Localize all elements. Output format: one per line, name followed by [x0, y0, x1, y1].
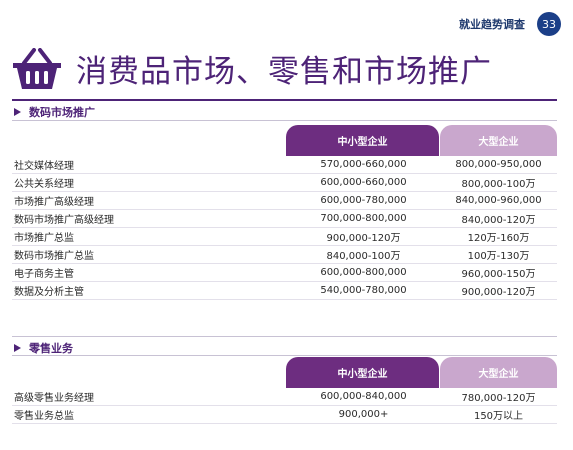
table-row: 数码市场推广总监 840,000-100万 100万-130万: [12, 246, 557, 264]
title-row: 消费品市场、零售和市场推广: [12, 46, 492, 91]
large-salary-cell: 840,000-960,000: [455, 195, 542, 206]
section-heading-label: 零售业务: [29, 342, 73, 355]
section-divider: [12, 355, 557, 356]
section-heading-retail: 零售业务: [14, 340, 73, 356]
table-row: 高级零售业务经理 600,000-840,000 780,000-120万: [12, 388, 557, 406]
large-salary-cell: 900,000-120万: [461, 287, 536, 298]
title-divider: [12, 99, 557, 101]
section-divider: [12, 336, 557, 337]
triangle-bullet-icon: [14, 344, 21, 352]
role-cell: 社交媒体经理: [14, 161, 74, 172]
role-cell: 数码市场推广高级经理: [14, 215, 114, 226]
large-salary-cell: 840,000-120万: [461, 215, 536, 226]
shopping-basket-icon: [13, 47, 61, 89]
large-salary-cell: 120万-160万: [467, 233, 530, 244]
table-row: 数码市场推广高级经理 700,000-800,000 840,000-120万: [12, 210, 557, 228]
role-cell: 数码市场推广总监: [14, 251, 94, 262]
role-cell: 零售业务总监: [14, 411, 74, 422]
table-row: 社交媒体经理 570,000-660,000 800,000-950,000: [12, 156, 557, 174]
table-row: 市场推广总监 900,000-120万 120万-160万: [12, 228, 557, 246]
column-header-large: 大型企业: [440, 125, 557, 156]
sme-salary-cell: 540,000-780,000: [320, 285, 407, 296]
sme-salary-cell: 900,000-120万: [326, 233, 401, 244]
salary-table-digital-marketing: 社交媒体经理 570,000-660,000 800,000-950,000 公共关…: [12, 156, 557, 300]
role-cell: 数据及分析主管: [14, 287, 84, 298]
large-salary-cell: 150万以上: [473, 411, 524, 422]
sme-salary-cell: 900,000+: [338, 409, 389, 420]
table-row: 零售业务总监 900,000+ 150万以上: [12, 406, 557, 424]
table-row: 公共关系经理 600,000-660,000 800,000-100万: [12, 174, 557, 192]
sme-salary-cell: 600,000-780,000: [320, 195, 407, 206]
section-heading-label: 数码市场推广: [29, 106, 95, 119]
large-salary-cell: 780,000-120万: [461, 393, 536, 404]
role-cell: 市场推广总监: [14, 233, 74, 244]
role-cell: 公共关系经理: [14, 179, 74, 190]
table-row: 数据及分析主管 540,000-780,000 900,000-120万: [12, 282, 557, 300]
survey-label: 就业趋势调查: [459, 18, 525, 31]
column-header-sme: 中小型企业: [286, 357, 439, 388]
role-cell: 市场推广高级经理: [14, 197, 94, 208]
sme-salary-cell: 600,000-800,000: [320, 267, 407, 278]
large-salary-cell: 960,000-150万: [461, 269, 536, 280]
table-row: 市场推广高级经理 600,000-780,000 840,000-960,000: [12, 192, 557, 210]
sme-salary-cell: 570,000-660,000: [320, 159, 407, 170]
page-title: 消费品市场、零售和市场推广: [76, 54, 492, 90]
large-salary-cell: 800,000-950,000: [455, 159, 542, 170]
table-row: 电子商务主管 600,000-800,000 960,000-150万: [12, 264, 557, 282]
sme-salary-cell: 600,000-840,000: [320, 391, 407, 402]
page-number-badge: 33: [537, 12, 561, 36]
role-cell: 高级零售业务经理: [14, 393, 94, 404]
column-header-large: 大型企业: [440, 357, 557, 388]
sme-salary-cell: 840,000-100万: [326, 251, 401, 262]
sme-salary-cell: 700,000-800,000: [320, 213, 407, 224]
triangle-bullet-icon: [14, 108, 21, 116]
section-divider: [12, 120, 557, 121]
sme-salary-cell: 600,000-660,000: [320, 177, 407, 188]
section-heading-digital-marketing: 数码市场推广: [14, 104, 95, 120]
salary-table-retail: 高级零售业务经理 600,000-840,000 780,000-120万 零售业务…: [12, 388, 557, 424]
page-header: 就业趋势调查 33: [459, 12, 561, 36]
column-header-sme: 中小型企业: [286, 125, 439, 156]
large-salary-cell: 800,000-100万: [461, 179, 536, 190]
role-cell: 电子商务主管: [14, 269, 74, 280]
large-salary-cell: 100万-130万: [467, 251, 530, 262]
